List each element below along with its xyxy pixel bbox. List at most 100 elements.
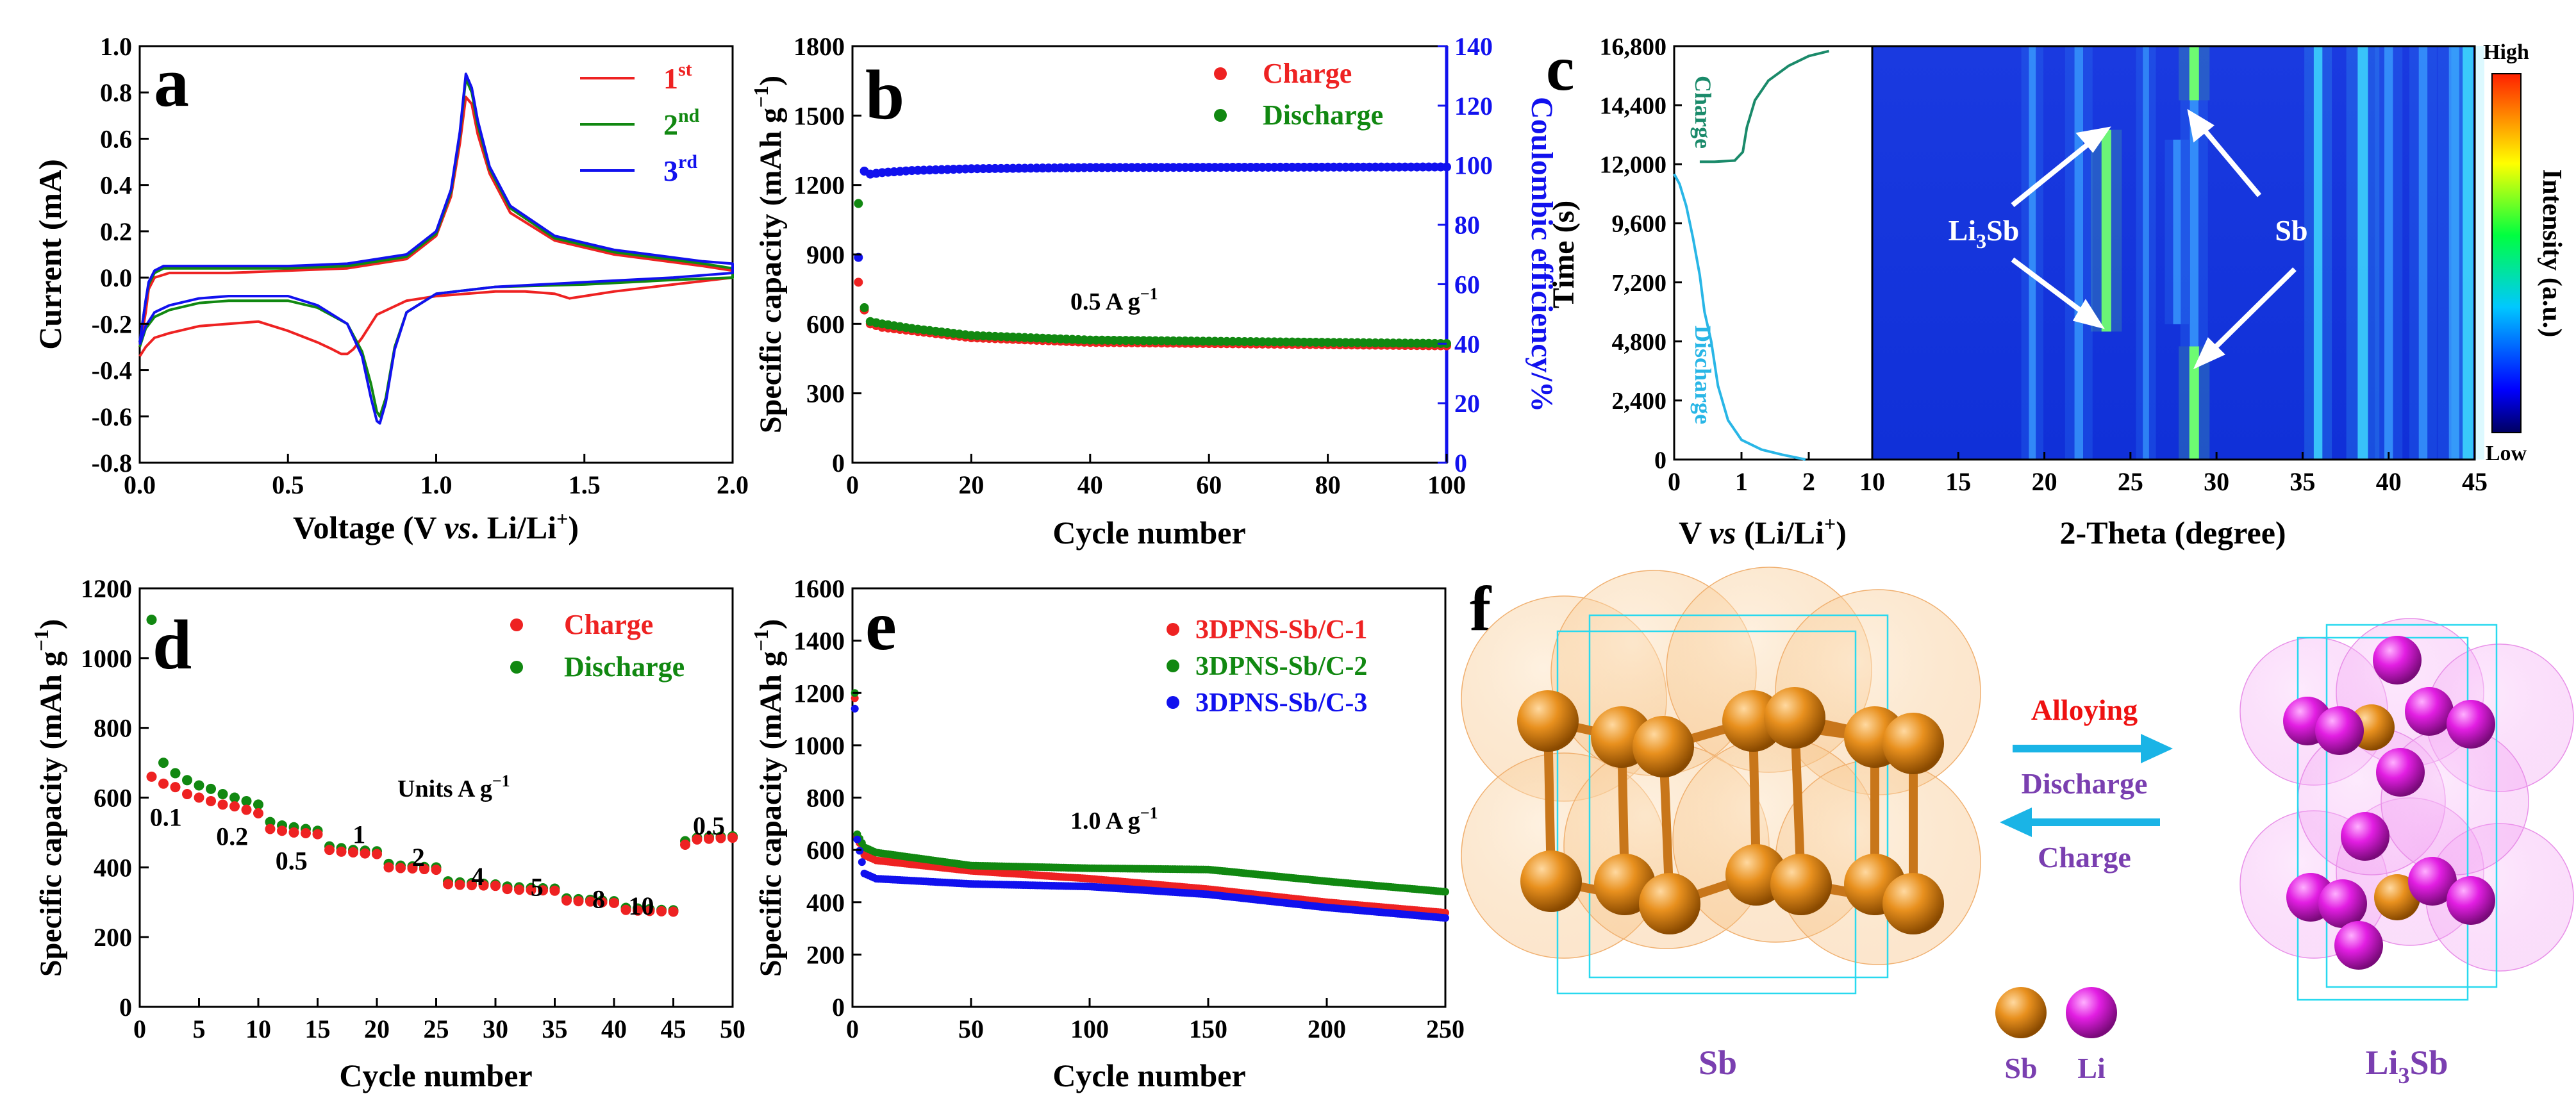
point-discharge (241, 795, 252, 806)
x-tick-label: 50 (720, 1015, 745, 1043)
y-tick-label: 1800 (794, 32, 845, 61)
li-atom (2318, 879, 2367, 928)
point-charge (704, 833, 714, 844)
y-tick-label: 1000 (794, 731, 845, 760)
y-axis-label: Specific capacity (mAh g−1) (29, 619, 68, 977)
panel-e: 0 50 100 150 200 250 0 200 400 600 800 1000 1200 140… (749, 574, 1465, 1093)
diffraction-peak (2357, 46, 2368, 460)
x-tick-label: 0 (133, 1015, 146, 1043)
point-discharge (253, 799, 263, 810)
rate-label: 0.5 (693, 811, 725, 840)
point-charge (312, 829, 323, 840)
x-tick-label: 250 (1426, 1015, 1465, 1043)
y-axis-label: Current (mA) (32, 159, 68, 350)
arrow-sb-down (2206, 267, 2297, 356)
point-3dpns-sb-c-3 (853, 835, 861, 843)
y-tick-label: 900 (806, 240, 845, 269)
li-atom (2334, 921, 2383, 970)
y2-axis-label: Coulombic efficiency/% (1525, 97, 1559, 412)
x-axis-label: Cycle number (1052, 515, 1245, 551)
point-charge (680, 839, 690, 850)
li3sb-structure-label: Li3Sb (2365, 1043, 2448, 1088)
arrow-li3sb-down (2011, 257, 2091, 320)
point-charge (467, 880, 477, 891)
diffraction-peak (2448, 46, 2459, 460)
cv-curve-3rd (138, 72, 734, 425)
li3sb-crystal-structure (2239, 618, 2574, 1001)
plot-frame (851, 587, 1447, 1008)
y-tick-label: 7,200 (1612, 270, 1667, 297)
point-charge (692, 834, 702, 845)
y-tick-label: 1500 (794, 101, 845, 130)
x-tick-label: 2.0 (717, 470, 749, 499)
rate-label: 2 (412, 843, 425, 872)
legend-label: Discharge (1263, 99, 1383, 131)
x-tick-label: 40 (2376, 467, 2402, 496)
point-charge (585, 896, 595, 907)
units-label: Units A g−1 (397, 772, 510, 802)
sb-legend-atom (1995, 987, 2047, 1038)
y-axis-ticks: 0 200 400 600 800 1000 1200 1400 1600 (794, 574, 861, 1022)
point-charge (514, 884, 524, 895)
point-3dpns-sb-c-3 (858, 858, 866, 867)
point-charge (597, 897, 608, 908)
point-charge (609, 897, 619, 908)
x-tick-label: 50 (958, 1015, 984, 1043)
x-tick-label: 100 (1070, 1015, 1109, 1043)
y-tick-label: 1200 (794, 171, 845, 200)
x-tick-label: 20 (958, 470, 984, 499)
x-axis-ticks: 0 50 100 150 200 250 (846, 998, 1465, 1043)
point-charge (360, 848, 370, 859)
y-axis-label: Specific capacity (mAh g−1) (749, 76, 788, 433)
sb-atom (1770, 854, 1832, 915)
colorbar-high: High (2483, 40, 2529, 64)
discharge-curve (1673, 173, 1806, 461)
x-tick-label: 0 (1668, 467, 1681, 496)
li-atom (2447, 876, 2495, 925)
y-tick-label: 1200 (81, 574, 132, 603)
left-x-axis-ticks: 0 1 2 (1668, 452, 1815, 496)
y-tick-label: 0.2 (100, 217, 132, 246)
series-group (146, 614, 738, 917)
li-atom (2405, 687, 2454, 736)
diffraction-peak (2029, 46, 2036, 460)
point-charge (854, 278, 863, 287)
legend-label: 2nd (663, 105, 700, 141)
discharge-label: Discharge (2022, 767, 2148, 800)
series-group (138, 72, 734, 425)
x-tick-label: 45 (2462, 467, 2488, 496)
rate-label: 1 (353, 820, 365, 849)
point-charge (727, 833, 738, 843)
x-tick-label: 35 (2289, 467, 2315, 496)
panel-d: 0 5 10 15 20 25 30 35 40 45 50 0200400600800100012… (29, 574, 745, 1093)
sb-atom (1520, 850, 1582, 912)
sb-atom (1764, 687, 1825, 749)
point-charge (454, 879, 465, 890)
charge-label: Charge (1690, 76, 1716, 149)
legend-marker (1167, 623, 1179, 636)
x-axis-ticks: 0.0 0.5 1.0 1.5 2.0 (124, 454, 749, 499)
y-tick-label: 0.4 (100, 171, 132, 200)
alloying-arrowhead (2141, 734, 2173, 763)
y-tick-label: 100 (1454, 151, 1493, 180)
diffraction-peak (2189, 46, 2199, 101)
diffraction-peak (2190, 100, 2198, 347)
point-charge (206, 795, 216, 806)
point-charge (241, 804, 252, 815)
point-charge (170, 782, 181, 793)
rate-labels: 0.1 0.2 0.5 1 2 4 5 8 10 0.5 (150, 802, 725, 920)
point-charge (348, 847, 358, 858)
x-tick-label: 45 (661, 1015, 686, 1043)
point-charge (146, 771, 157, 782)
legend-label: 3DPNS-Sb/C-1 (1195, 615, 1367, 645)
li-atom (2447, 700, 2495, 749)
legend-marker (1167, 696, 1179, 709)
y-tick-label: 300 (806, 379, 845, 408)
x-tick-label: 15 (1945, 467, 1971, 496)
arrowhead (2193, 337, 2225, 370)
point-charge (336, 846, 347, 857)
y2-axis-ticks: 0 20 40 60 80 100 120 140 (1438, 32, 1493, 477)
y-tick-label: -0.4 (92, 356, 132, 385)
panel-letter-b: b (865, 56, 904, 134)
y-tick-label: 80 (1454, 211, 1480, 240)
